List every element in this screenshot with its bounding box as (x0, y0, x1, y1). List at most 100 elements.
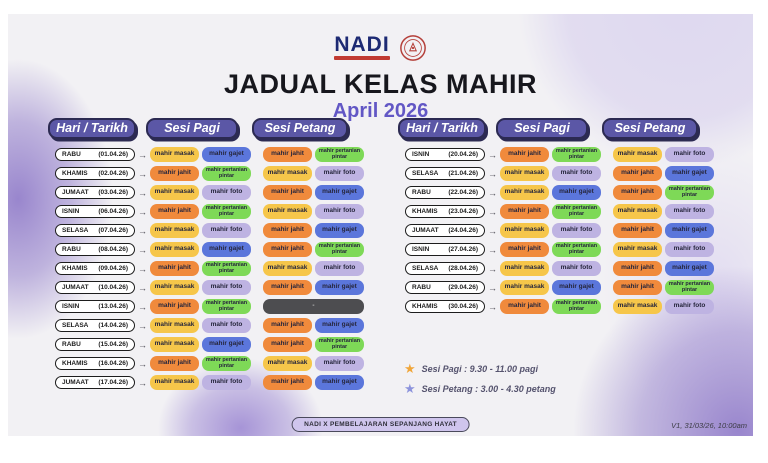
evening-session-group: mahir jahit mahir pertanian pintar (263, 147, 364, 162)
mahir-foto-pill: mahir foto (552, 223, 601, 238)
day-label: JUMAAT (62, 284, 89, 291)
schedule-row: RABU (29.04.26) → mahir masak mahir gajet mah… (398, 278, 714, 297)
day-label: RABU (62, 151, 81, 158)
schedule-row: SELASA (07.04.26) → mahir masak mahir foto ma… (48, 221, 364, 240)
mahir-pertanian-pintar-pill: mahir pertanian pintar (552, 242, 601, 257)
slide-background: NADI JADUAL KELAS MAHIR April 2026 Hari … (8, 14, 753, 436)
arrow-icon: → (488, 263, 497, 274)
morning-session-group: mahir masak mahir gajet (150, 147, 251, 162)
mahir-masak-pill: mahir masak (500, 261, 549, 276)
schedule-row: KHAMIS (02.04.26) → mahir jahit mahir pertan… (48, 164, 364, 183)
morning-session-group: mahir jahit mahir pertanian pintar (150, 299, 251, 314)
date-label: (14.04.26) (98, 322, 128, 329)
date-pill: JUMAAT (03.04.26) (55, 186, 135, 199)
schedule-table-first-half: Hari / Tarikh Sesi Pagi Sesi Petang RABU… (48, 118, 364, 392)
mahir-gajet-pill: mahir gajet (315, 223, 364, 238)
day-label: KHAMIS (412, 208, 438, 215)
morning-session-group: mahir jahit mahir pertanian pintar (150, 356, 251, 371)
date-pill: RABU (08.04.26) (55, 243, 135, 256)
mahir-jahit-pill: mahir jahit (150, 166, 199, 181)
evening-session-group: mahir jahit mahir gajet (263, 318, 364, 333)
arrow-icon: → (488, 225, 497, 236)
morning-session-group: mahir jahit mahir pertanian pintar (500, 299, 601, 314)
date-pill: KHAMIS (23.04.26) (405, 205, 485, 218)
evening-session-group: mahir masak mahir foto (263, 204, 364, 219)
mahir-jahit-pill: mahir jahit (613, 280, 662, 295)
legend-line-pagi: ★ Sesi Pagi : 9.30 - 11.00 pagi (404, 362, 556, 375)
seal-logo-icon (399, 34, 427, 62)
nadi-logo-tagline-bar (334, 56, 390, 60)
day-label: SELASA (62, 322, 89, 329)
evening-session-group: mahir masak mahir foto (263, 356, 364, 371)
date-label: (08.04.26) (98, 246, 128, 253)
version-text: V1, 31/03/26, 10:00am (671, 421, 747, 430)
morning-session-group: mahir masak mahir gajet (500, 185, 601, 200)
evening-session-group: mahir jahit mahir gajet (263, 223, 364, 238)
date-label: (22.04.26) (448, 189, 478, 196)
date-pill: SELASA (21.04.26) (405, 167, 485, 180)
day-label: SELASA (412, 170, 439, 177)
date-pill: ISNIN (27.04.26) (405, 243, 485, 256)
nadi-logo: NADI (334, 33, 390, 60)
mahir-masak-pill: mahir masak (263, 261, 312, 276)
schedule-row: SELASA (14.04.26) → mahir masak mahir foto ma… (48, 316, 364, 335)
mahir-masak-pill: mahir masak (500, 185, 549, 200)
morning-session-group: mahir jahit mahir pertanian pintar (500, 242, 601, 257)
morning-session-group: mahir masak mahir foto (150, 280, 251, 295)
schedule-table-second-half: Hari / Tarikh Sesi Pagi Sesi Petang ISNI… (398, 118, 714, 316)
mahir-jahit-pill: mahir jahit (263, 375, 312, 390)
date-pill: RABU (01.04.26) (55, 148, 135, 161)
table-header-row: Hari / Tarikh Sesi Pagi Sesi Petang (398, 118, 714, 139)
evening-session-group: mahir masak mahir foto (613, 204, 714, 219)
column-header-sesi-petang: Sesi Petang (602, 118, 698, 139)
morning-session-group: mahir masak mahir foto (150, 318, 251, 333)
mahir-jahit-pill: mahir jahit (263, 280, 312, 295)
column-header-sesi-pagi: Sesi Pagi (146, 118, 238, 139)
column-header-sesi-petang: Sesi Petang (252, 118, 348, 139)
mahir-pertanian-pintar-pill: mahir pertanian pintar (315, 147, 364, 162)
evening-session-group: mahir jahit mahir pertanian pintar (613, 280, 714, 295)
nadi-logo-text: NADI (334, 33, 390, 56)
mahir-gajet-pill: mahir gajet (202, 147, 251, 162)
mahir-pertanian-pintar-pill: mahir pertanian pintar (202, 166, 251, 181)
evening-session-group: mahir jahit mahir gajet (613, 166, 714, 181)
schedule-row: ISNIN (27.04.26) → mahir jahit mahir pertani… (398, 240, 714, 259)
mahir-jahit-pill: mahir jahit (613, 223, 662, 238)
mahir-jahit-pill: mahir jahit (263, 337, 312, 352)
day-label: ISNIN (62, 208, 80, 215)
mahir-foto-pill: mahir foto (202, 318, 251, 333)
session-times-legend: ★ Sesi Pagi : 9.30 - 11.00 pagi ★ Sesi P… (404, 362, 556, 402)
schedule-row: RABU (08.04.26) → mahir masak mahir gajet mah… (48, 240, 364, 259)
date-label: (01.04.26) (98, 151, 128, 158)
morning-session-group: mahir masak mahir foto (150, 223, 251, 238)
mahir-jahit-pill: mahir jahit (150, 356, 199, 371)
evening-session-group: mahir jahit mahir gajet (613, 223, 714, 238)
day-label: RABU (412, 284, 431, 291)
date-label: (27.04.26) (448, 246, 478, 253)
footer-banner: NADI X PEMBELAJARAN SEPANJANG HAYAT (291, 417, 470, 432)
mahir-jahit-pill: mahir jahit (500, 299, 549, 314)
mahir-masak-pill: mahir masak (150, 337, 199, 352)
mahir-foto-pill: mahir foto (665, 147, 714, 162)
evening-session-group: - (263, 299, 364, 314)
date-pill: JUMAAT (17.04.26) (55, 376, 135, 389)
date-pill: JUMAAT (10.04.26) (55, 281, 135, 294)
morning-session-group: mahir jahit mahir pertanian pintar (500, 147, 601, 162)
schedule-row: RABU (01.04.26) → mahir masak mahir gajet mah… (48, 145, 364, 164)
mahir-jahit-pill: mahir jahit (500, 147, 549, 162)
mahir-masak-pill: mahir masak (263, 166, 312, 181)
arrow-icon: → (488, 206, 497, 217)
day-label: SELASA (62, 227, 89, 234)
mahir-masak-pill: mahir masak (613, 242, 662, 257)
schedule-row: JUMAAT (03.04.26) → mahir masak mahir foto ma… (48, 183, 364, 202)
date-label: (21.04.26) (448, 170, 478, 177)
mahir-jahit-pill: mahir jahit (500, 204, 549, 219)
mahir-gajet-pill: mahir gajet (315, 185, 364, 200)
column-header-hari-tarikh: Hari / Tarikh (48, 118, 136, 139)
schedule-row: ISNIN (20.04.26) → mahir jahit mahir pertani… (398, 145, 714, 164)
mahir-foto-pill: mahir foto (665, 299, 714, 314)
date-pill: RABU (15.04.26) (55, 338, 135, 351)
mahir-jahit-pill: mahir jahit (613, 185, 662, 200)
mahir-pertanian-pintar-pill: mahir pertanian pintar (552, 299, 601, 314)
arrow-icon: → (138, 263, 147, 274)
